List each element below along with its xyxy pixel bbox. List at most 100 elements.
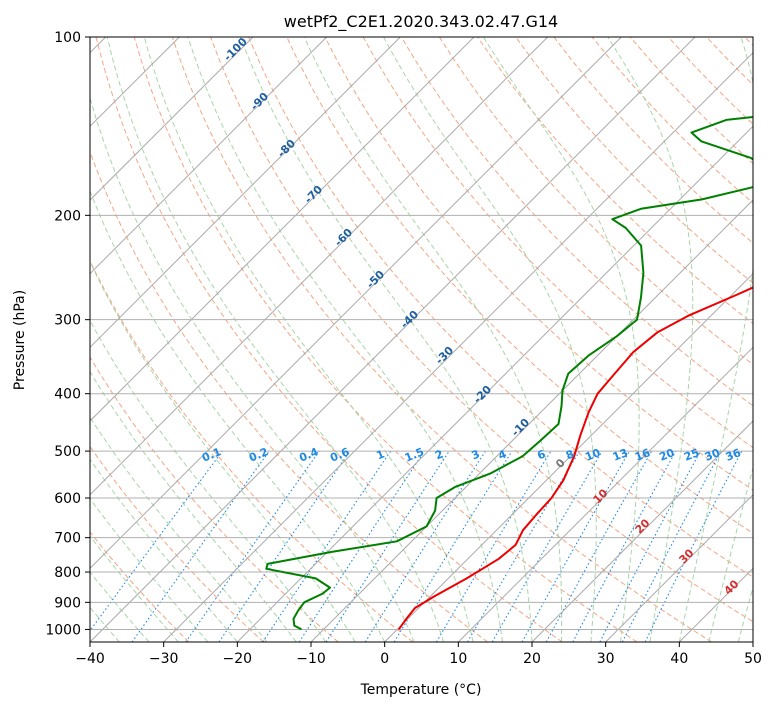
mixing-ratio-label: 20: [657, 446, 676, 464]
chart-title: wetPf2_C2E1.2020.343.02.47.G14: [284, 12, 558, 32]
dry-adiabat-line: [171, 37, 712, 642]
y-tick-label: 200: [54, 208, 81, 224]
moist-adiabat-line: [90, 319, 327, 642]
moist-adiabat-line: [303, 37, 563, 642]
mixing-ratio-label: 25: [682, 446, 701, 464]
y-tick-label: 700: [54, 531, 81, 547]
dry-adiabat-line: [90, 259, 414, 642]
moist-adiabat-line: [90, 497, 209, 642]
mixing-ratio-line: [131, 450, 270, 642]
y-tick-label: 800: [54, 565, 81, 581]
dry-adiabat-line: [400, 37, 753, 407]
mixing-ratio-line: [393, 450, 513, 642]
moist-adiabat-label: 20: [633, 516, 653, 536]
dewpoint-profile-line: [265, 115, 753, 631]
x-tick-label: −10: [296, 651, 326, 667]
mixing-ratio-label: 0.6: [328, 445, 351, 464]
isotherm-line: [531, 420, 753, 642]
isotherm-line: [90, 37, 401, 349]
isotherm-line: [90, 37, 254, 201]
mixing-ratio-label: 2: [433, 447, 445, 462]
mixing-ratio-line: [185, 450, 320, 642]
x-tick-label: 20: [523, 651, 541, 667]
moist-adiabat-line: [90, 189, 386, 642]
isotherm-line: [384, 272, 753, 642]
mixing-ratio-label: 16: [633, 446, 652, 464]
moist-adiabat-label: 10: [591, 486, 611, 506]
x-tick-label: 10: [449, 651, 467, 667]
mixing-ratio-label: 0.1: [200, 445, 223, 464]
mixing-ratio-label: 10: [583, 446, 602, 464]
moist-adiabat-line: [90, 416, 268, 642]
isotherm-line: [678, 567, 753, 642]
moist-adiabat-label: 0: [553, 456, 568, 471]
isotherm-line: [605, 493, 753, 642]
mixing-ratio-label: 1.5: [403, 445, 426, 464]
moist-adiabat-line: [90, 458, 238, 642]
dry-adiabat-line: [362, 37, 753, 449]
dry-adiabat-line: [90, 356, 339, 642]
mixing-ratio-line: [325, 450, 450, 642]
dry-adiabat-line: [95, 37, 563, 642]
dry-adiabat-label: -90: [248, 90, 271, 113]
mixing-ratio-line: [545, 450, 653, 642]
mixing-ratio-label: 0.2: [247, 445, 270, 464]
x-tick-label: 30: [597, 651, 615, 667]
dry-adiabat-line: [744, 37, 753, 47]
isotherm-line: [90, 37, 475, 422]
moist-adiabat-line: [239, 37, 533, 642]
moist-adiabat-line: [607, 37, 694, 642]
x-tick-label: 50: [744, 651, 762, 667]
dry-adiabat-label: -80: [275, 137, 298, 160]
y-tick-label: 500: [54, 444, 81, 460]
y-tick-label: 300: [54, 313, 81, 329]
mixing-ratio-label: 0.4: [297, 445, 320, 464]
mixing-ratio-line: [298, 450, 425, 642]
dry-adiabat-label: -50: [364, 268, 387, 291]
dry-adiabat-label: -40: [398, 308, 421, 331]
dry-adiabat-line: [438, 37, 753, 366]
dry-adiabat-label: -20: [471, 383, 494, 406]
mixing-ratio-line: [262, 450, 392, 642]
dry-adiabat-line: [248, 37, 753, 578]
dry-adiabat-line: [90, 531, 190, 642]
moist-adiabat-line: [187, 37, 503, 642]
x-tick-label: 0: [380, 651, 389, 667]
y-tick-label: 900: [54, 595, 81, 611]
y-tick-label: 400: [54, 387, 81, 403]
y-tick-label: 600: [54, 491, 81, 507]
dry-adiabat-label: -10: [509, 416, 532, 439]
moist-adiabat-line: [482, 37, 640, 642]
isotherm-line: [90, 37, 622, 570]
isotherm-line: [90, 37, 549, 496]
isotherm-line: [236, 125, 753, 642]
mixing-ratio-label: 1: [375, 447, 387, 462]
mixing-ratio-label: 36: [724, 446, 743, 464]
moist-adiabat-line: [737, 585, 753, 642]
mixing-ratio-label: 3: [470, 447, 482, 462]
mixing-ratio-line: [599, 450, 701, 642]
x-tick-label: 40: [670, 651, 688, 667]
isotherm-line: [163, 51, 753, 642]
x-axis-label: Temperature (°C): [360, 682, 482, 698]
mixing-ratio-line: [90, 450, 223, 632]
dry-adiabat-line: [90, 445, 264, 642]
mixing-ratio-line: [521, 450, 630, 642]
moist-adiabat-line: [383, 37, 597, 642]
isotherm-line: [752, 641, 753, 642]
x-tick-label: −30: [149, 651, 179, 667]
moist-adiabat-line: [708, 466, 753, 642]
moist-adiabat-label: 30: [677, 546, 697, 566]
dry-adiabat-label: -60: [332, 226, 355, 249]
isotherm-line: [90, 37, 328, 275]
dry-adiabat-line: [90, 150, 488, 642]
temperature-profile-line: [397, 286, 753, 630]
dry-adiabat-line: [706, 37, 753, 86]
mixing-ratio-line: [572, 450, 677, 642]
moist-adiabat-label: 40: [722, 577, 742, 597]
y-tick-label: 1000: [45, 622, 81, 638]
dry-adiabat-label: -100: [221, 35, 250, 64]
mixing-ratio-label: 30: [703, 446, 722, 464]
plot-frame: [89, 36, 754, 643]
moist-adiabat-line: [143, 37, 474, 642]
